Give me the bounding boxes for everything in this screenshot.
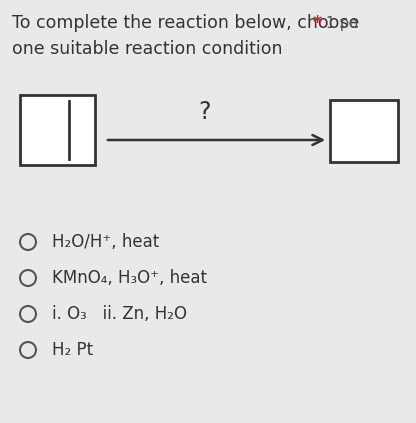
Text: H₂O/H⁺, heat: H₂O/H⁺, heat: [52, 233, 159, 251]
Text: one suitable reaction condition: one suitable reaction condition: [12, 40, 282, 58]
Text: H₂ Pt: H₂ Pt: [52, 341, 93, 359]
Text: *: *: [313, 14, 322, 32]
Bar: [20, 95, 95, 165]
Bar: [330, 100, 398, 162]
Text: KMnO₄, H₃O⁺, heat: KMnO₄, H₃O⁺, heat: [52, 269, 207, 287]
Text: 1 po: 1 po: [326, 16, 358, 31]
Text: i. O₃   ii. Zn, H₂O: i. O₃ ii. Zn, H₂O: [52, 305, 187, 323]
Text: ?: ?: [199, 100, 211, 124]
Text: To complete the reaction below, choose: To complete the reaction below, choose: [12, 14, 359, 32]
